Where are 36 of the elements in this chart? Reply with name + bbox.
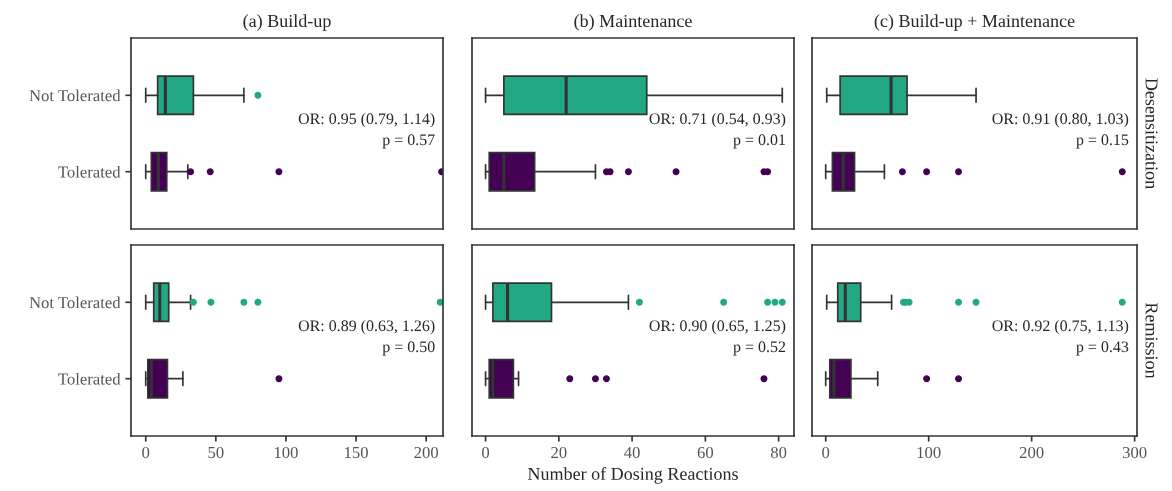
y-tick-label: Not Tolerated <box>29 89 121 102</box>
x-tick-label: 80 <box>770 446 787 459</box>
x-tick-label: 200 <box>1019 446 1044 459</box>
x-tick-label: 200 <box>414 446 439 459</box>
annotation: OR: 0.95 (0.79, 1.14) <box>298 112 435 128</box>
annotation: OR: 0.91 (0.80, 1.03) <box>992 112 1129 128</box>
x-tick-label: 0 <box>482 446 490 459</box>
annotation: p = 0.57 <box>382 134 435 149</box>
chart-title: (b) Maintenance <box>574 14 692 31</box>
annotation: OR: 0.92 (0.75, 1.13) <box>992 319 1129 335</box>
x-tick-label: 300 <box>1122 446 1147 459</box>
annotation: p = 0.52 <box>733 341 786 356</box>
annotation: OR: 0.89 (0.63, 1.26) <box>298 319 435 335</box>
annotation: p = 0.50 <box>382 341 435 356</box>
annotation: p = 0.01 <box>733 134 785 149</box>
annotation: p = 0.15 <box>1076 134 1129 149</box>
x-tick-label: 50 <box>208 446 224 459</box>
chart-title: (a) Build-up <box>243 14 331 31</box>
x-tick-label: 100 <box>917 446 941 459</box>
y2-axis-title: Remission <box>1145 302 1158 379</box>
x-tick-label: 0 <box>142 446 150 459</box>
annotation: OR: 0.90 (0.65, 1.25) <box>649 319 786 335</box>
x-tick-label: 100 <box>274 446 298 459</box>
annotation: p = 0.43 <box>1076 341 1129 356</box>
y-tick-label: Not Tolerated <box>29 296 121 309</box>
y-tick-label: Tolerated <box>58 165 121 178</box>
x-tick-label: 0 <box>822 446 830 459</box>
annotation: OR: 0.71 (0.54, 0.93) <box>649 112 786 128</box>
y-tick-label: Tolerated <box>58 372 121 385</box>
x-tick-label: 40 <box>624 446 640 459</box>
x-tick-label: 60 <box>697 446 714 459</box>
y2-axis-title: Desensitization <box>1145 78 1158 189</box>
x-tick-label: 20 <box>551 446 567 459</box>
chart-title: (c) Build-up + Maintenance <box>874 14 1075 31</box>
x-axis-title: Number of Dosing Reactions <box>527 467 738 484</box>
x-tick-label: 150 <box>345 446 368 459</box>
